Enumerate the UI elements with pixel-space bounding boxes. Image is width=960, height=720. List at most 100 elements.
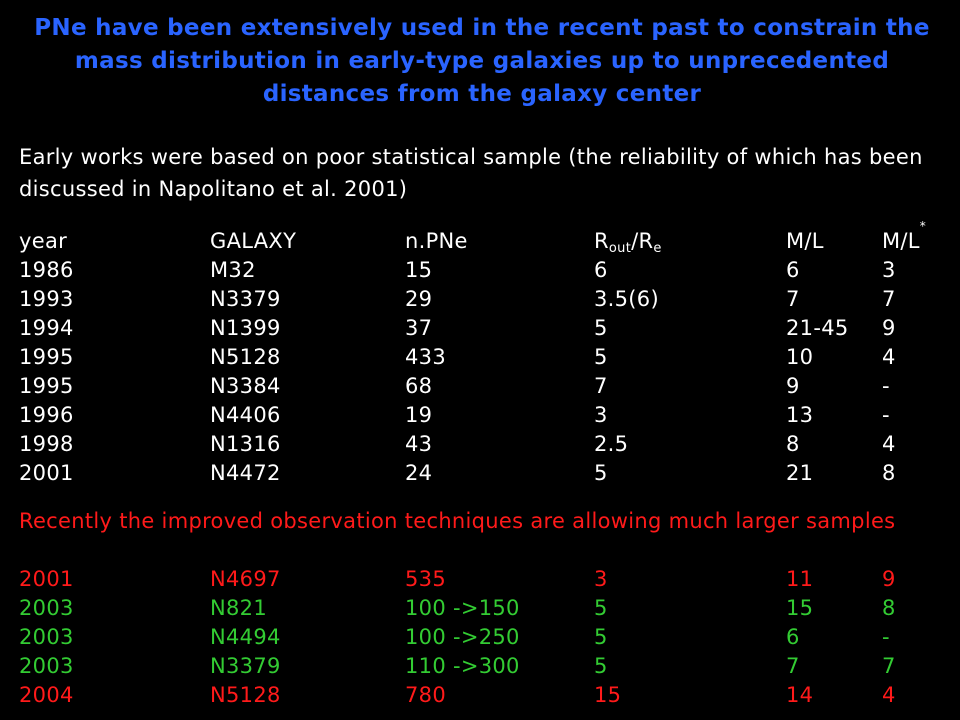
cell-ml: 10 xyxy=(786,345,814,369)
cell-npne: 29 xyxy=(405,287,433,311)
cell-year: 1993 xyxy=(19,287,74,311)
recent-note: Recently the improved observation techni… xyxy=(19,509,896,533)
cell-ml: 13 xyxy=(786,403,814,427)
cell-ml: 11 xyxy=(786,567,814,591)
header-re-sub: e xyxy=(653,241,662,256)
header-rout-main: R xyxy=(594,229,609,253)
cell-npne: 68 xyxy=(405,374,433,398)
cell-npne: 433 xyxy=(405,345,446,369)
table-row: 2001 N4472 24 5 21 8 xyxy=(0,458,960,488)
table-row: 2003 N4494 100 ->250 5 6 - xyxy=(0,622,960,652)
cell-year: 2003 xyxy=(19,596,74,620)
header-galaxy: GALAXY xyxy=(210,229,297,253)
header-rout-re: Rout/Re xyxy=(594,226,662,256)
cell-ml: 6 xyxy=(786,258,800,282)
cell-ml: 7 xyxy=(786,287,800,311)
cell-npne: 100 ->150 xyxy=(405,596,520,620)
table-row: 1996 N4406 19 3 13 - xyxy=(0,400,960,430)
cell-mlstar: 9 xyxy=(882,567,896,591)
table-row: 1994 N1399 37 5 21-45 9 xyxy=(0,313,960,343)
cell-ml: 9 xyxy=(786,374,800,398)
cell-rout: 7 xyxy=(594,374,608,398)
cell-galaxy: N1399 xyxy=(210,316,281,340)
cell-year: 1986 xyxy=(19,258,74,282)
cell-year: 2004 xyxy=(19,683,74,707)
cell-rout: 3 xyxy=(594,567,608,591)
cell-year: 2003 xyxy=(19,625,74,649)
cell-galaxy: N3379 xyxy=(210,654,281,678)
cell-rout: 3 xyxy=(594,403,608,427)
cell-ml: 7 xyxy=(786,654,800,678)
cell-rout: 5 xyxy=(594,461,608,485)
header-mlstar-main: M/L xyxy=(882,229,920,253)
table-header: year GALAXY n.PNe Rout/Re M/L M/L * xyxy=(0,219,960,256)
cell-mlstar: 8 xyxy=(882,461,896,485)
header-ml: M/L xyxy=(786,229,824,253)
cell-galaxy: N5128 xyxy=(210,345,281,369)
cell-npne: 15 xyxy=(405,258,433,282)
header-rout-sep: /R xyxy=(631,229,654,253)
cell-mlstar: 7 xyxy=(882,654,896,678)
cell-year: 2001 xyxy=(19,567,74,591)
cell-mlstar: 8 xyxy=(882,596,896,620)
cell-mlstar: 9 xyxy=(882,316,896,340)
table-row: 1986 M32 15 6 6 3 xyxy=(0,255,960,285)
cell-year: 2001 xyxy=(19,461,74,485)
table-row: 1993 N3379 29 3.5(6) 7 7 xyxy=(0,284,960,314)
cell-mlstar: 4 xyxy=(882,432,896,456)
cell-npne: 37 xyxy=(405,316,433,340)
table-row: 1998 N1316 43 2.5 8 4 xyxy=(0,429,960,459)
cell-year: 1995 xyxy=(19,345,74,369)
cell-rout: 2.5 xyxy=(594,432,629,456)
header-npne: n.PNe xyxy=(405,229,468,253)
intro-text: Early works were based on poor statistic… xyxy=(19,145,923,201)
cell-mlstar: 4 xyxy=(882,345,896,369)
cell-npne: 43 xyxy=(405,432,433,456)
cell-galaxy: N3384 xyxy=(210,374,281,398)
cell-npne: 535 xyxy=(405,567,446,591)
cell-galaxy: N3379 xyxy=(210,287,281,311)
table-row: 2004 N5128 780 15 14 4 xyxy=(0,680,960,710)
cell-rout: 6 xyxy=(594,258,608,282)
cell-galaxy: N4406 xyxy=(210,403,281,427)
cell-mlstar: 7 xyxy=(882,287,896,311)
cell-galaxy: M32 xyxy=(210,258,256,282)
cell-rout: 5 xyxy=(594,345,608,369)
cell-ml: 14 xyxy=(786,683,814,707)
header-year: year xyxy=(19,229,68,253)
header-rout-sub: out xyxy=(608,241,632,256)
cell-year: 2003 xyxy=(19,654,74,678)
cell-npne: 19 xyxy=(405,403,433,427)
table-row: 1995 N3384 68 7 9 - xyxy=(0,371,960,401)
cell-mlstar: - xyxy=(882,625,890,649)
cell-galaxy: N821 xyxy=(210,596,267,620)
cell-rout: 5 xyxy=(594,316,608,340)
cell-galaxy: N4494 xyxy=(210,625,281,649)
table-row: 1995 N5128 433 5 10 4 xyxy=(0,342,960,372)
cell-ml: 6 xyxy=(786,625,800,649)
cell-mlstar: - xyxy=(882,403,890,427)
cell-mlstar: 4 xyxy=(882,683,896,707)
cell-rout: 15 xyxy=(594,683,622,707)
cell-npne: 780 xyxy=(405,683,446,707)
cell-rout: 5 xyxy=(594,596,608,620)
cell-mlstar: 3 xyxy=(882,258,896,282)
cell-galaxy: N1316 xyxy=(210,432,281,456)
cell-rout: 5 xyxy=(594,654,608,678)
table-row: 2003 N821 100 ->150 5 15 8 xyxy=(0,593,960,623)
cell-ml: 15 xyxy=(786,596,814,620)
cell-npne: 110 ->300 xyxy=(405,654,520,678)
cell-rout: 5 xyxy=(594,625,608,649)
table-row: 2001 N4697 535 3 11 9 xyxy=(0,564,960,594)
cell-ml: 21-45 xyxy=(786,316,849,340)
table-row: 2003 N3379 110 ->300 5 7 7 xyxy=(0,651,960,681)
cell-ml: 8 xyxy=(786,432,800,456)
cell-galaxy: N4697 xyxy=(210,567,281,591)
cell-galaxy: N5128 xyxy=(210,683,281,707)
cell-year: 1994 xyxy=(19,316,74,340)
header-mlstar: M/L * xyxy=(882,219,927,253)
cell-npne: 100 ->250 xyxy=(405,625,520,649)
cell-npne: 24 xyxy=(405,461,433,485)
cell-ml: 21 xyxy=(786,461,814,485)
cell-year: 1998 xyxy=(19,432,74,456)
